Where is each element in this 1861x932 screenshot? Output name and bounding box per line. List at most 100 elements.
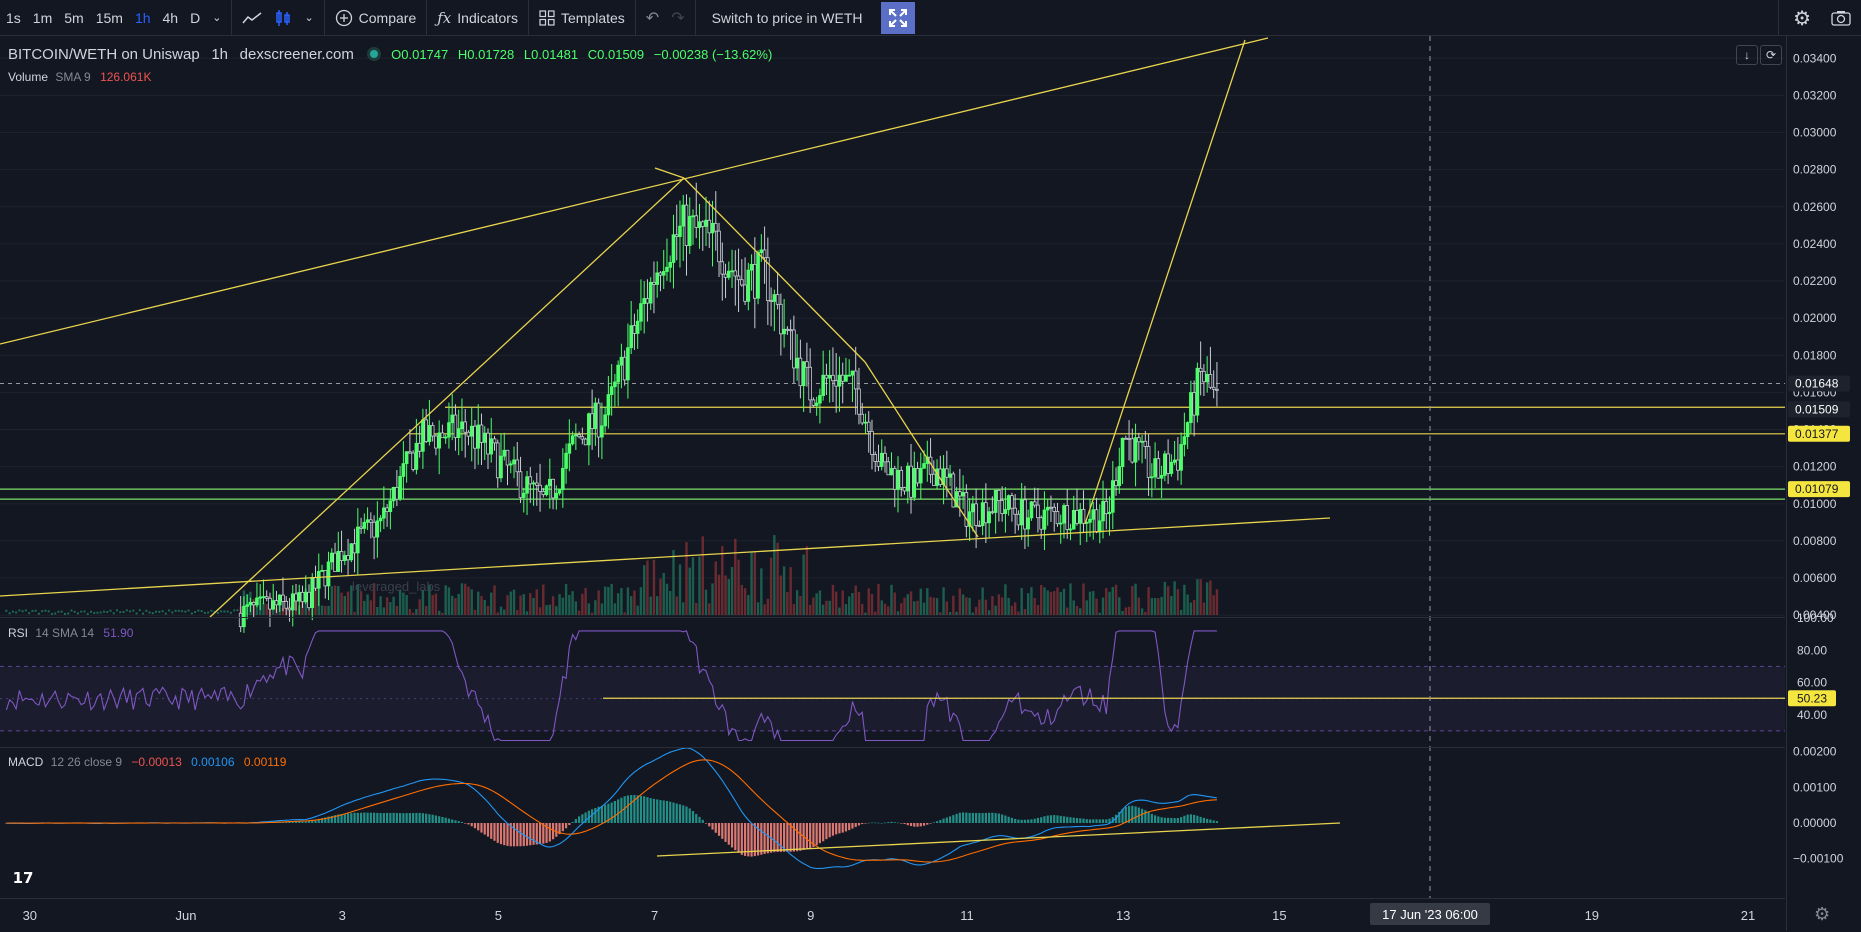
- trendline: [0, 517, 1331, 597]
- redo-icon[interactable]: ↷: [671, 9, 685, 27]
- volume-bar: [262, 602, 265, 615]
- candle-body: [515, 459, 520, 473]
- indicators-button[interactable]: ƒx Indicators: [431, 0, 524, 36]
- volume-bar: [1212, 595, 1215, 615]
- macd-histogram-bar: [743, 823, 747, 856]
- line-chart-icon[interactable]: [236, 0, 268, 36]
- volume-bar: [1183, 584, 1186, 615]
- volume-bar: [203, 611, 206, 614]
- macd-histogram-bar: [291, 821, 294, 823]
- candle-body: [1215, 388, 1219, 391]
- volume-bar: [164, 612, 167, 615]
- price-axis[interactable]: [1786, 36, 1861, 931]
- candle-body: [971, 503, 975, 513]
- candle-body: [408, 451, 412, 454]
- candle-body: [554, 492, 559, 499]
- time-axis[interactable]: [0, 898, 1785, 932]
- volume-bar: [1147, 587, 1150, 615]
- interval-D[interactable]: D: [190, 9, 201, 26]
- candle-body: [251, 602, 256, 606]
- macd-histogram-bar: [564, 823, 568, 829]
- interval-1h[interactable]: 1h: [134, 9, 151, 26]
- macd-legend[interactable]: MACD 12 26 close 9 −0.00013 0.00106 0.00…: [8, 755, 286, 769]
- volume-bar: [808, 604, 812, 615]
- macd-histogram-bar: [695, 813, 698, 823]
- candle-body: [866, 421, 871, 432]
- candle-body: [343, 555, 347, 562]
- pane-divider[interactable]: [0, 747, 1785, 748]
- volume-bar: [226, 610, 229, 613]
- volume-bar: [1023, 609, 1027, 615]
- volume-bar: [994, 605, 997, 615]
- interval-dropdown-icon[interactable]: ⌄: [212, 12, 222, 24]
- candle-body: [954, 491, 959, 508]
- candle-body: [482, 432, 487, 443]
- volume-bar: [359, 591, 363, 615]
- volume-bar: [1160, 596, 1163, 615]
- macd-histogram-bar: [125, 822, 128, 824]
- undo-icon[interactable]: ↶: [645, 9, 660, 27]
- compare-button[interactable]: Compare: [329, 0, 423, 36]
- candle-body: [902, 487, 907, 492]
- volume-bar: [711, 583, 714, 615]
- macd-histogram-bar: [102, 822, 106, 824]
- reset-scale-button[interactable]: ⟳: [1760, 45, 1782, 65]
- symbol-title[interactable]: BITCOIN/WETH on Uniswap: [8, 46, 200, 63]
- candle-body: [850, 370, 855, 376]
- interval-5m[interactable]: 5m: [64, 9, 84, 26]
- volume-bar: [376, 607, 379, 615]
- volume-bar: [1046, 590, 1049, 615]
- volume-bar: [698, 556, 701, 615]
- volume-bar: [1127, 606, 1131, 615]
- macd-histogram-bar: [24, 823, 27, 824]
- macd-histogram-bar: [1163, 817, 1166, 823]
- source-label: dexscreener.com: [239, 46, 354, 63]
- macd-histogram-bar: [597, 806, 600, 823]
- macd-histogram-bar: [171, 822, 174, 824]
- candle-body: [853, 370, 858, 390]
- fullscreen-button[interactable]: [880, 1, 915, 34]
- pane-divider[interactable]: [0, 617, 1785, 618]
- candle-body: [606, 394, 611, 416]
- macd-histogram-bar: [330, 815, 333, 823]
- candle-body: [948, 473, 952, 478]
- macd-histogram-bar: [968, 812, 971, 823]
- macd-histogram-bar: [753, 823, 756, 857]
- volume-bar: [821, 604, 825, 615]
- volume-bar: [704, 589, 708, 615]
- macd-histogram-bar: [916, 823, 919, 827]
- templates-button[interactable]: Templates: [533, 0, 631, 36]
- volume-bar: [1059, 591, 1062, 615]
- interval-1m[interactable]: 1m: [32, 9, 53, 26]
- volume-legend[interactable]: Volume SMA 9 126.061K: [8, 70, 151, 84]
- macd-histogram-bar: [1134, 806, 1137, 823]
- volume-bar: [288, 606, 291, 615]
- gear-icon[interactable]: ⚙: [1793, 7, 1811, 30]
- candles-chart-icon[interactable]: [268, 0, 298, 36]
- candle-body: [1107, 511, 1112, 515]
- volume-bar: [333, 585, 337, 615]
- macd-histogram-bar: [870, 822, 874, 824]
- trendline: [209, 177, 685, 618]
- volume-bar: [909, 591, 913, 615]
- chart-type-dropdown-icon[interactable]: ⌄: [304, 12, 314, 24]
- volume-bar: [629, 596, 633, 615]
- interval-15m[interactable]: 15m: [95, 9, 123, 26]
- switch-price-button[interactable]: Switch to price in WETH: [711, 9, 863, 26]
- tradingview-logo[interactable]: 17: [8, 867, 38, 889]
- rsi-legend[interactable]: RSI 14 SMA 14 51.90: [8, 626, 133, 640]
- volume-bar: [691, 557, 695, 615]
- candle-body: [1091, 509, 1096, 520]
- scroll-down-button[interactable]: ↓: [1736, 45, 1758, 65]
- volume-bar: [1066, 607, 1069, 615]
- interval-1s[interactable]: 1s: [6, 9, 21, 26]
- gear-icon[interactable]: ⚙: [1814, 904, 1831, 924]
- volume-bar: [519, 595, 522, 615]
- volume-bar: [142, 612, 145, 615]
- volume-bar: [525, 611, 529, 615]
- camera-icon[interactable]: [1821, 0, 1861, 36]
- interval-4h[interactable]: 4h: [162, 9, 179, 26]
- volume-bar: [112, 612, 115, 615]
- candle-body: [1065, 505, 1070, 530]
